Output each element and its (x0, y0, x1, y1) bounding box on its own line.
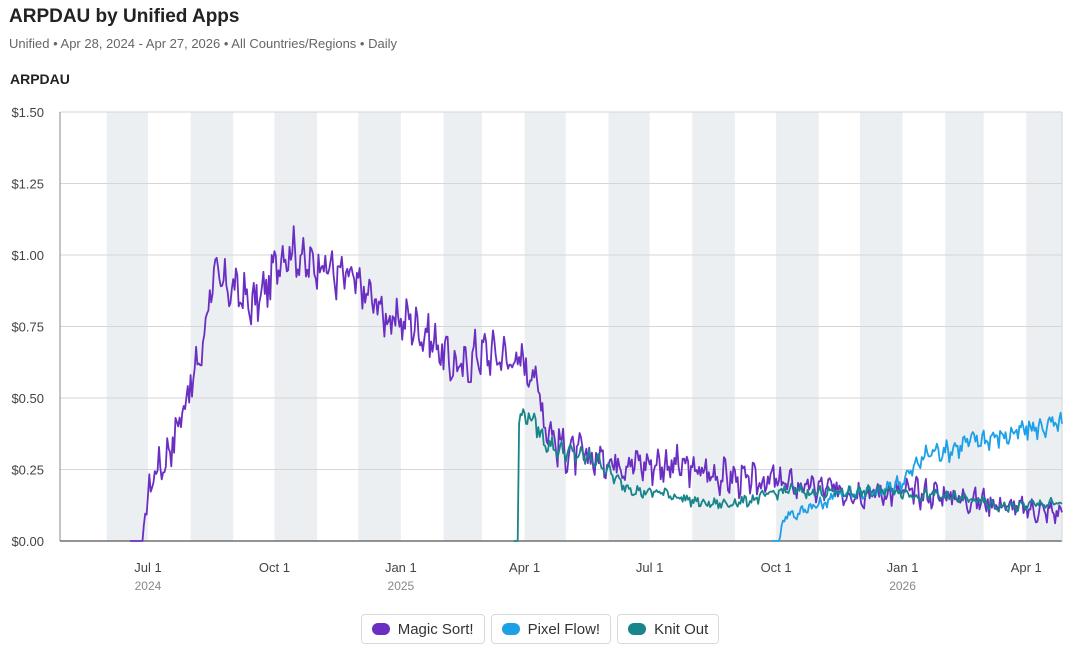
x-tick-label: Apr 1 (509, 560, 540, 575)
legend-swatch (501, 623, 520, 635)
series-line-magic-sort[interactable] (130, 225, 1063, 542)
x-tick-label: Jul 1 (134, 560, 161, 575)
legend-item[interactable]: Pixel Flow! (490, 614, 612, 644)
chart-subtitle: Unified • Apr 28, 2024 - Apr 27, 2026 • … (9, 36, 397, 51)
y-axis-title: ARPDAU (10, 71, 70, 87)
y-tick-label: $0.50 (11, 391, 44, 406)
x-tick-label: Jul 1 (636, 560, 663, 575)
legend-item[interactable]: Magic Sort! (360, 614, 485, 644)
y-tick-label: $1.00 (11, 248, 44, 263)
chart-legend: Magic Sort! Pixel Flow! Knit Out (0, 614, 1080, 644)
series-line-knit-out[interactable] (513, 408, 1063, 542)
x-tick-label: Jan 1 (887, 560, 919, 575)
x-tick-year-label: 2025 (388, 579, 415, 593)
y-tick-label: $1.25 (11, 177, 44, 192)
legend-swatch (628, 623, 647, 635)
y-tick-label: $0.00 (11, 534, 44, 549)
y-tick-label: $1.50 (11, 105, 44, 120)
legend-swatch (371, 623, 390, 635)
x-tick-label: Oct 1 (259, 560, 290, 575)
legend-label: Pixel Flow! (527, 620, 601, 638)
legend-item[interactable]: Knit Out (617, 614, 720, 644)
x-tick-label: Jan 1 (385, 560, 417, 575)
series-line-pixel-flow[interactable] (772, 411, 1063, 542)
x-tick-label: Oct 1 (761, 560, 792, 575)
x-tick-year-label: 2024 (135, 579, 162, 593)
legend-label: Magic Sort! (397, 620, 474, 638)
y-tick-label: $0.75 (11, 320, 44, 335)
arpdau-line-chart[interactable]: $0.00 $0.25 $0.50 $0.75 $1.00 $1.25 $1.50 Jul 1… (0, 100, 1080, 600)
chart-title: ARPDAU by Unified Apps (9, 6, 240, 27)
x-tick-year-label: 2026 (889, 579, 916, 593)
y-tick-label: $0.25 (11, 463, 44, 478)
legend-label: Knit Out (654, 620, 709, 638)
x-tick-label: Apr 1 (1011, 560, 1042, 575)
